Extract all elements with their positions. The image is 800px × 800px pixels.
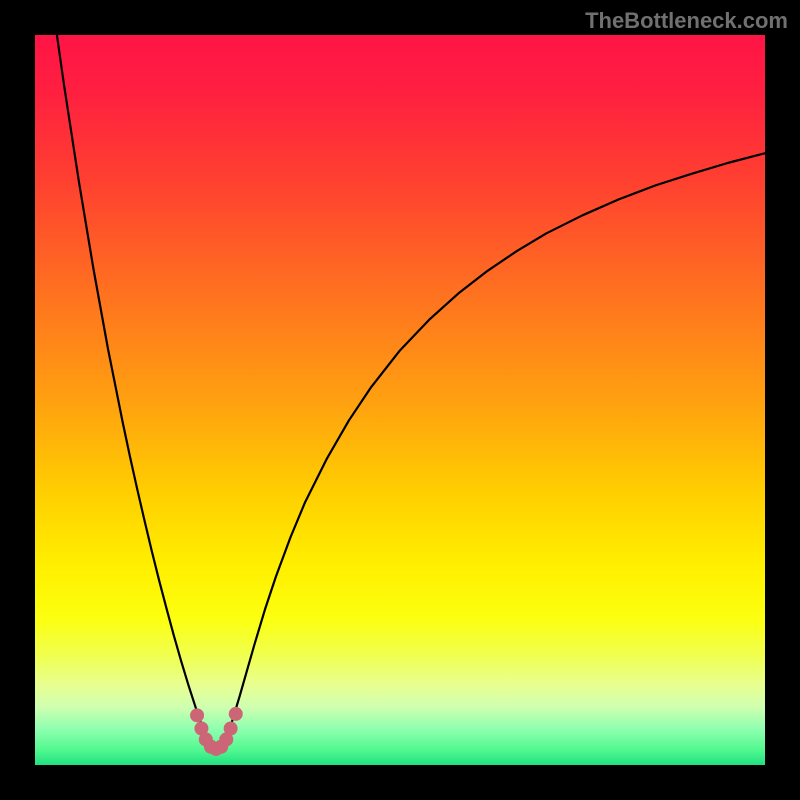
bottleneck-curve-chart <box>35 35 765 765</box>
marker-dot <box>229 707 243 721</box>
marker-dot <box>190 708 204 722</box>
chart-background <box>35 35 765 765</box>
chart-area <box>35 35 765 765</box>
marker-dot <box>224 722 238 736</box>
watermark-text: TheBottleneck.com <box>585 8 788 34</box>
